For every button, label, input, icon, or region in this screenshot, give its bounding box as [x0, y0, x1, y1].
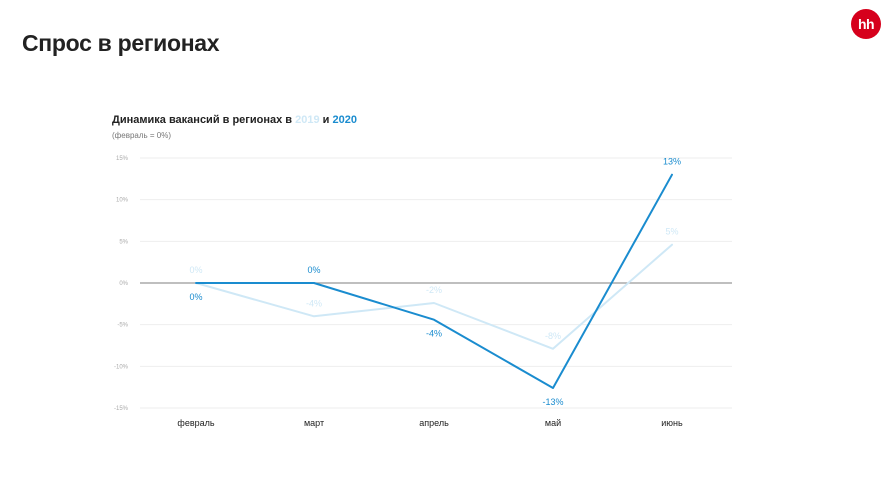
data-label: 0%	[307, 265, 320, 275]
y-tick-label: -10%	[114, 364, 129, 370]
chart-title-year-2020: 2020	[332, 114, 357, 126]
y-tick-label: 15%	[116, 156, 129, 162]
chart-title-join: и	[319, 114, 333, 126]
x-tick-label: июнь	[661, 418, 683, 428]
y-tick-label: -15%	[114, 406, 129, 412]
chart-title: Динамика вакансий в регионах в 2019 и 20…	[112, 114, 357, 126]
data-label: -4%	[426, 329, 442, 339]
chart-subtitle: (февраль = 0%)	[112, 131, 172, 140]
y-tick-label: 0%	[119, 281, 128, 287]
x-tick-label: май	[545, 418, 561, 428]
data-label: 0%	[189, 265, 202, 275]
chart-title-year-2019: 2019	[295, 114, 320, 126]
y-tick-label: 5%	[119, 239, 128, 245]
x-tick-label: апрель	[419, 418, 449, 428]
hh-logo[interactable]: hh	[851, 9, 881, 39]
data-label: 0%	[189, 292, 202, 302]
data-label: 13%	[663, 157, 681, 167]
chart-title-prefix: Динамика вакансий в регионах в	[112, 114, 296, 126]
data-label: 5%	[665, 227, 678, 237]
page-title: Спрос в регионах	[22, 30, 220, 56]
data-label: -8%	[545, 331, 561, 341]
series-line-2020	[195, 173, 673, 389]
y-tick-label: -5%	[117, 323, 128, 329]
x-tick-label: февраль	[177, 418, 214, 428]
y-tick-label: 10%	[116, 198, 129, 204]
x-tick-label: март	[304, 418, 324, 428]
data-label: -13%	[542, 397, 563, 407]
data-label: -2%	[426, 285, 442, 295]
data-label: -4%	[306, 298, 322, 308]
